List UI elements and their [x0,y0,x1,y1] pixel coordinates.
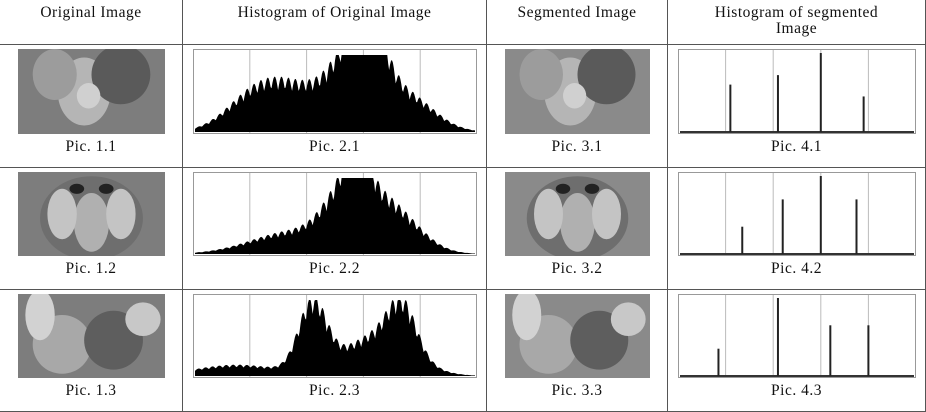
figure-table: Original ImageHistogram of Original Imag… [0,0,926,412]
image-shape [585,184,600,194]
column-header: Histogram of segmented Image [668,0,926,45]
figure-cell: Pic. 4.3 [668,290,926,412]
column-header: Segmented Image [487,0,668,45]
image [505,294,650,378]
image [505,172,650,256]
image-shape [74,193,109,252]
column-header: Histogram of Original Image [183,0,487,45]
image-shape [520,49,564,100]
image-shape [125,302,160,336]
figure-cell: Pic. 3.3 [487,290,668,412]
histogram [193,172,477,256]
image-shape [534,189,563,239]
caption: Pic. 4.1 [668,138,925,156]
figure-cell: Pic. 4.1 [668,45,926,168]
histogram [193,294,477,378]
figure-cell: Pic. 1.2 [0,168,183,290]
caption: Pic. 1.3 [0,382,182,400]
caption: Pic. 3.2 [487,260,667,278]
caption: Pic. 1.2 [0,260,182,278]
image-shape [560,193,595,252]
figure-cell: Pic. 1.1 [0,45,183,168]
caption: Pic. 2.1 [183,138,486,156]
column-header: Original Image [0,0,183,45]
image-shape [592,189,621,239]
caption: Pic. 4.3 [668,382,925,400]
figure-cell: Pic. 4.2 [668,168,926,290]
image-shape [106,189,135,239]
plot-frame [679,295,916,378]
histogram [678,49,916,134]
image-shape [33,49,77,100]
histogram [193,49,477,134]
image-shape [77,83,101,109]
figure-cell: Pic. 2.3 [183,290,487,412]
figure-cell: Pic. 1.3 [0,290,183,412]
histogram [678,294,916,378]
figure-cell: Pic. 2.2 [183,168,487,290]
figure-cell: Pic. 3.2 [487,168,668,290]
figure-cell: Pic. 3.1 [487,45,668,168]
image-shape [556,184,571,194]
caption: Pic. 1.1 [0,138,182,156]
plot-frame [679,173,916,256]
caption: Pic. 3.1 [487,138,667,156]
image-shape [47,189,76,239]
histogram [678,172,916,256]
image [18,294,165,378]
figure-cell: Pic. 2.1 [183,45,487,168]
caption: Pic. 3.3 [487,382,667,400]
caption: Pic. 2.2 [183,260,486,278]
image [18,172,165,256]
image [18,49,165,134]
image-shape [99,184,114,194]
image-shape [563,83,586,109]
image-shape [611,302,646,336]
plot-frame [679,50,916,134]
image-shape [69,184,84,194]
image [505,49,650,134]
caption: Pic. 4.2 [668,260,925,278]
caption: Pic. 2.3 [183,382,486,400]
